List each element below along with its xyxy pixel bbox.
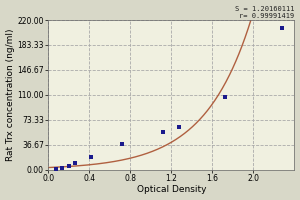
Y-axis label: Rat Trx concentration (ng/ml): Rat Trx concentration (ng/ml): [6, 29, 15, 161]
Point: [222, 95, 227, 98]
Point: [66, 164, 71, 167]
Point: [280, 27, 284, 30]
Point: [60, 167, 65, 170]
Point: [89, 156, 94, 159]
Point: [161, 131, 166, 134]
Point: [120, 143, 124, 146]
Point: [177, 126, 182, 129]
Point: [54, 168, 59, 171]
Point: [72, 161, 77, 165]
Text: S = 1.20160111
r= 0.99991419: S = 1.20160111 r= 0.99991419: [235, 6, 294, 19]
X-axis label: Optical Density: Optical Density: [136, 185, 206, 194]
